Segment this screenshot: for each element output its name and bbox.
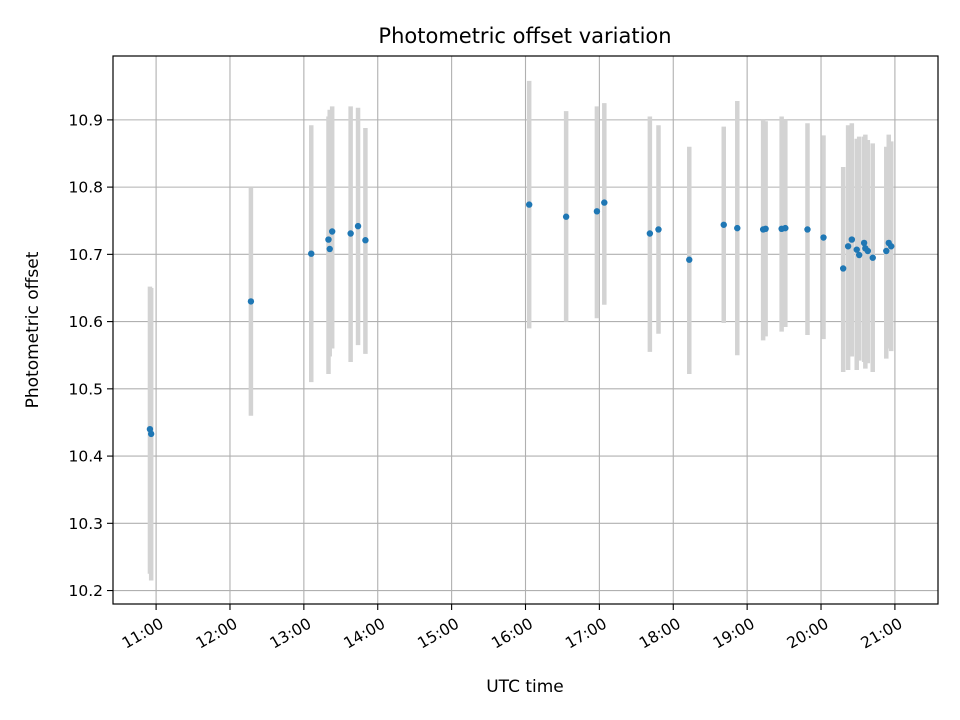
data-point xyxy=(883,247,890,255)
data-point xyxy=(247,298,255,305)
data-point xyxy=(864,247,872,255)
y-tick-label: 10.5 xyxy=(68,380,103,398)
data-point xyxy=(147,430,155,438)
y-tick-label: 10.7 xyxy=(68,246,103,264)
data-point xyxy=(325,236,332,243)
data-point xyxy=(362,237,369,244)
data-point xyxy=(525,201,533,208)
y-axis-ticks: 10.2 10.3 10.4 10.5 10.6 10.7 10.8 10.9 xyxy=(68,111,113,600)
data-point xyxy=(820,234,827,241)
y-tick-label: 10.6 xyxy=(68,313,103,331)
data-point xyxy=(734,224,741,232)
data-point xyxy=(655,226,662,233)
data-point xyxy=(326,245,333,253)
y-tick-label: 10.8 xyxy=(68,179,103,197)
y-tick-label: 10.4 xyxy=(68,448,103,466)
data-point xyxy=(601,199,608,206)
data-point xyxy=(839,265,847,272)
y-axis-label: Photometric offset xyxy=(23,251,43,408)
data-point xyxy=(855,251,863,259)
data-point xyxy=(593,208,601,215)
data-points xyxy=(146,199,895,438)
y-tick-label: 10.2 xyxy=(68,582,103,600)
y-tick-label: 10.3 xyxy=(68,515,103,533)
data-point xyxy=(804,226,811,233)
chart-title: Photometric offset variation xyxy=(378,24,671,48)
data-point xyxy=(328,228,336,235)
data-point xyxy=(646,230,654,237)
data-point xyxy=(762,225,769,233)
data-point xyxy=(686,256,693,263)
data-point xyxy=(347,230,354,237)
y-tick-label: 10.9 xyxy=(68,111,103,129)
data-point xyxy=(720,221,727,228)
data-point xyxy=(562,213,570,220)
data-point xyxy=(782,224,789,232)
data-point xyxy=(848,236,856,243)
data-point xyxy=(844,243,852,250)
data-point xyxy=(308,250,315,257)
data-point xyxy=(860,239,868,247)
data-point xyxy=(354,222,362,230)
data-point xyxy=(853,246,860,253)
data-point xyxy=(869,254,876,261)
grid xyxy=(113,56,938,604)
data-point xyxy=(888,243,895,250)
x-axis-label: UTC time xyxy=(486,677,564,697)
